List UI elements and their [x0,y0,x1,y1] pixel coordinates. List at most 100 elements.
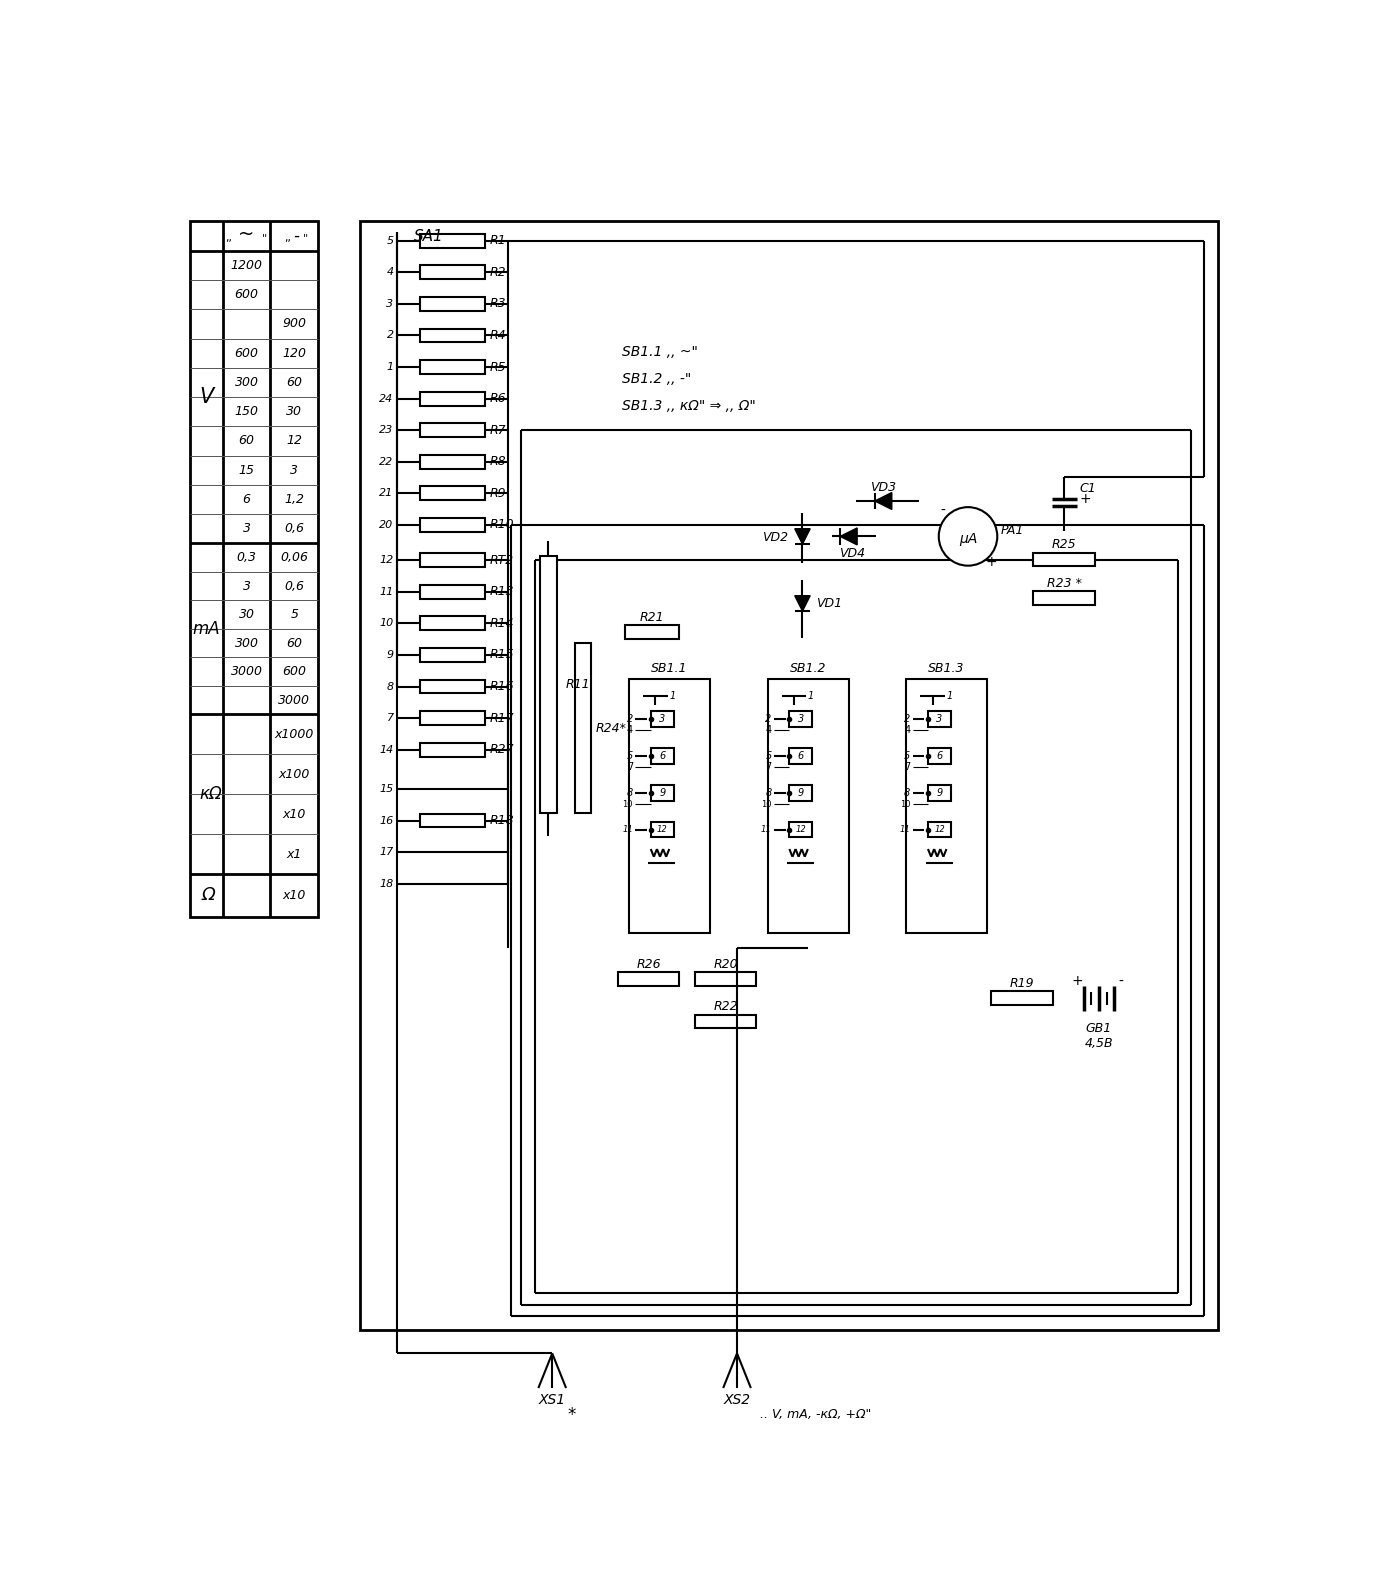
Text: 18: 18 [379,879,393,888]
Text: 6: 6 [659,752,666,761]
Text: .. V, mA, -кΩ, +Ω": .. V, mA, -кΩ, +Ω" [760,1408,872,1422]
Text: 4: 4 [904,726,911,736]
Bar [419,329,486,342]
Text: SB1.2: SB1.2 [790,661,826,675]
Text: 300: 300 [234,637,259,650]
Bar [929,712,951,726]
Text: x10: x10 [282,807,306,822]
Text: 10: 10 [623,799,632,809]
Text: 8: 8 [765,788,772,798]
Bar [695,972,756,987]
Text: 24: 24 [379,394,393,404]
Text: 4: 4 [627,726,632,736]
Text: 4: 4 [765,726,772,736]
Text: 60: 60 [286,637,302,650]
Text: -: - [1118,974,1122,988]
Circle shape [938,507,998,566]
Text: 11: 11 [900,825,911,834]
Text: ,,: ,, [285,234,292,243]
Text: ": " [262,234,267,243]
Text: 3: 3 [386,299,393,308]
Text: XS1: XS1 [538,1392,566,1406]
Bar [419,742,486,756]
Text: +: + [1080,491,1092,505]
Text: 1: 1 [386,362,393,372]
Text: ,,: ,, [226,234,233,243]
Text: 600: 600 [282,666,306,679]
Text: R8: R8 [490,454,507,469]
Text: R27: R27 [490,744,515,756]
Text: 7: 7 [904,763,911,772]
Text: 7: 7 [765,763,772,772]
Text: 20: 20 [379,520,393,529]
Text: SA1: SA1 [414,229,443,245]
Text: R7: R7 [490,424,507,437]
Text: 5: 5 [765,752,772,761]
Text: 5: 5 [627,752,632,761]
Text: 900: 900 [282,318,306,331]
Text: 14: 14 [379,745,393,755]
Text: 4: 4 [386,267,393,278]
Text: VD3: VD3 [871,480,897,494]
Text: 0,6: 0,6 [284,580,304,593]
Text: *: * [567,1406,576,1424]
Text: 1,2: 1,2 [284,493,304,505]
Text: x100: x100 [278,767,310,780]
Text: 12: 12 [657,825,667,834]
Text: 8: 8 [386,682,393,691]
Text: R4: R4 [490,329,507,342]
Text: PA1: PA1 [1001,524,1024,537]
Text: 11: 11 [379,586,393,597]
Text: x1: x1 [286,849,302,861]
Text: 3: 3 [291,464,299,477]
Text: 11: 11 [623,825,632,834]
Text: R23 *: R23 * [1046,577,1082,590]
Text: 12: 12 [796,825,807,834]
Text: R26: R26 [637,958,660,971]
Text: VD4: VD4 [840,547,865,559]
Text: 10: 10 [379,618,393,628]
Bar [419,680,486,693]
Text: 60: 60 [238,434,255,448]
Text: -: - [940,504,945,518]
Text: 1: 1 [670,691,675,701]
Text: 300: 300 [234,377,259,389]
Text: 3000: 3000 [278,693,310,707]
Text: 8: 8 [904,788,911,798]
Text: RT2: RT2 [490,555,513,567]
Text: 30: 30 [238,609,255,621]
Text: R18: R18 [490,814,515,826]
Text: SB1.2 ,, -": SB1.2 ,, -" [621,372,691,386]
Text: 120: 120 [282,346,306,359]
Bar [419,454,486,469]
Text: x1000: x1000 [274,728,314,740]
Text: 21: 21 [379,488,393,499]
Bar [789,822,812,837]
Text: 5: 5 [291,609,299,621]
Text: 0,3: 0,3 [237,551,256,564]
Bar [907,679,987,933]
Bar [650,748,674,764]
Polygon shape [794,529,810,543]
Text: 6: 6 [797,752,804,761]
Bar [419,391,486,405]
Text: 6: 6 [937,752,943,761]
Text: μA: μA [959,532,977,547]
Bar [419,234,486,248]
Text: -: - [293,227,299,245]
Bar [419,423,486,437]
Bar [789,785,812,801]
Text: 7: 7 [627,763,632,772]
Bar [419,553,486,567]
Text: 9: 9 [797,788,804,798]
Bar [789,712,812,726]
Text: 16: 16 [379,815,393,826]
Bar [991,992,1053,1006]
Text: 2: 2 [386,331,393,340]
Bar [617,972,680,987]
Text: R22: R22 [713,1001,738,1014]
Text: SB1.1 ,, ~": SB1.1 ,, ~" [621,345,698,359]
Text: 600: 600 [234,288,259,302]
Text: 17: 17 [379,847,393,856]
Text: 3: 3 [242,523,251,535]
